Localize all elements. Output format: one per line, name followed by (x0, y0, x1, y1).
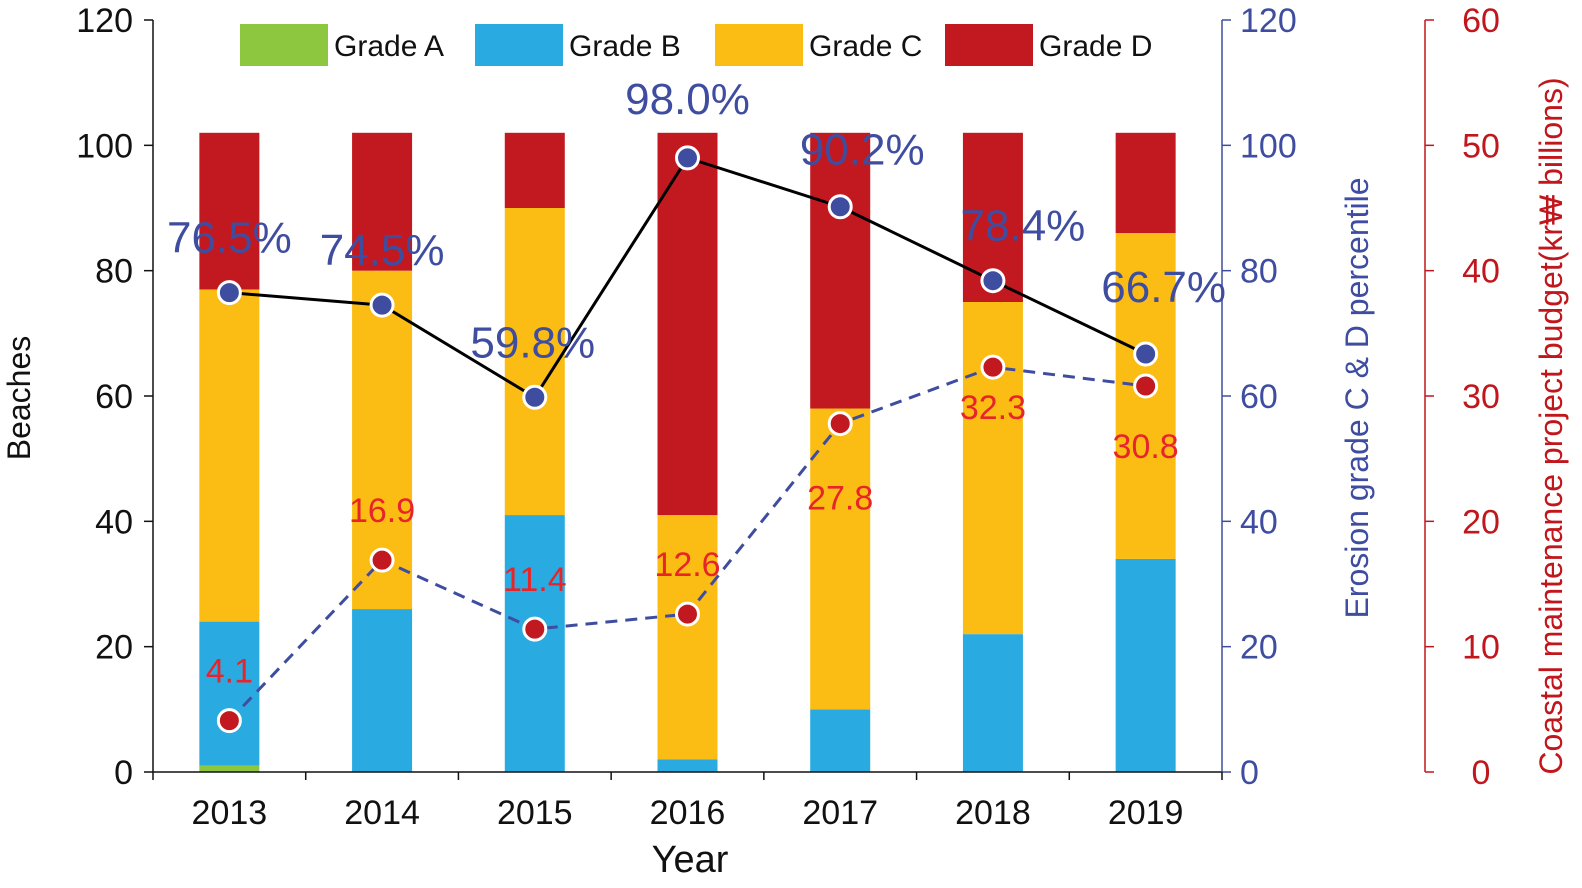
x-tick-label-2016: 2016 (650, 794, 726, 832)
y-right1-tick-label: 40 (1240, 503, 1278, 541)
bar-grade-c-2013 (199, 289, 260, 622)
budget-label-2016: 12.6 (654, 546, 720, 584)
y-right1-tick-label: 80 (1240, 253, 1278, 291)
budget-point-2018 (980, 354, 1006, 380)
budget-point-2016 (675, 601, 700, 627)
budget-point-2013 (216, 708, 242, 734)
legend-label-grade-b: Grade B (569, 30, 681, 63)
percentile-point-2013 (216, 280, 242, 306)
legend-swatch-grade-b (475, 24, 563, 66)
y-axis-left-title: Beaches (1, 336, 37, 461)
bar-grade-c-2018 (962, 302, 1023, 635)
bar-grade-b-2015 (504, 515, 565, 772)
budget-label-2015: 11.4 (503, 561, 567, 599)
y-right2-tick-label: 10 (1462, 629, 1500, 667)
budget-point-2015 (522, 616, 548, 642)
budget-label-2013: 4.1 (206, 653, 253, 691)
percentile-point-2019 (1133, 341, 1159, 367)
x-tick-label-2019: 2019 (1108, 794, 1184, 832)
percentile-label-2014: 74.5% (320, 226, 445, 275)
y-right2-tick-label: 40 (1462, 253, 1500, 291)
percentile-point-2014 (369, 292, 395, 318)
y-right2-tick-label: 50 (1462, 127, 1500, 165)
budget-point-2017 (827, 411, 853, 437)
y-left-tick-label: 40 (95, 503, 133, 541)
percentile-label-2016: 98.0% (625, 75, 750, 124)
x-tick-label-2015: 2015 (497, 794, 573, 832)
y-left-tick-label: 20 (95, 629, 133, 667)
y-left-tick-label: 0 (114, 754, 133, 792)
percentile-label-2018: 78.4% (961, 202, 1086, 251)
legend-swatch-grade-a (240, 24, 328, 66)
bar-grade-d-2014 (352, 132, 413, 271)
budget-point-2019 (1133, 373, 1159, 399)
percentile-point-2017 (827, 194, 853, 220)
y-left-tick-label: 80 (95, 253, 133, 291)
bar-grade-d-2016 (657, 132, 718, 516)
y-right2-tick-label: 30 (1462, 378, 1500, 416)
percentile-label-2017: 90.2% (800, 126, 925, 175)
y-right1-tick-label: 0 (1240, 754, 1259, 792)
bar-grade-d-2013 (199, 132, 260, 290)
budget-label-2014: 16.9 (349, 492, 415, 530)
bar-grade-d-2019 (1115, 132, 1176, 234)
y-left-tick-label: 60 (95, 378, 133, 416)
y-right1-tick-label: 20 (1240, 629, 1278, 667)
y-axis-right1-title: Erosion grade C & D percentile (1339, 177, 1375, 618)
x-tick-label-2018: 2018 (955, 794, 1031, 832)
bar-grade-b-2018 (962, 634, 1023, 772)
percentile-label-2013: 76.5% (167, 214, 292, 263)
bar-grade-c-2017 (810, 408, 871, 710)
budget-label-2019: 30.8 (1113, 428, 1179, 466)
bar-grade-b-2013 (199, 621, 260, 766)
legend: Grade A Grade B Grade C Grade D (240, 24, 1152, 66)
bar-grade-d-2015 (504, 132, 565, 208)
legend-label-grade-a: Grade A (334, 30, 444, 63)
y-right1-tick-label: 120 (1240, 2, 1297, 40)
y-right1-tick-label: 100 (1240, 127, 1297, 165)
budget-point-2014 (369, 547, 395, 573)
y-right1-tick-label: 60 (1240, 378, 1278, 416)
axes-layer: 0 20 40 60 80 100 120 0 20 40 60 80 100 120 0 10 20 30 40 5… (76, 2, 1500, 832)
bar-grade-b-2017 (810, 709, 871, 772)
legend-label-grade-c: Grade C (809, 30, 922, 63)
y-axis-right2-title: Coastal maintenance project budget(kr₩ b… (1533, 77, 1569, 774)
bar-grade-b-2019 (1115, 558, 1176, 772)
bar-grade-b-2016 (657, 759, 718, 772)
budget-label-2017: 27.8 (807, 480, 873, 518)
y-right2-tick-label: 20 (1462, 503, 1500, 541)
y-right2-tick-label: 0 (1472, 754, 1491, 792)
percentile-point-2018 (980, 268, 1006, 294)
legend-swatch-grade-d (945, 24, 1033, 66)
bar-grade-d-2017 (810, 132, 871, 409)
bar-grade-b-2014 (352, 609, 413, 772)
percentile-point-2016 (675, 145, 700, 171)
percentile-point-2015 (522, 384, 548, 410)
x-tick-label-2013: 2013 (192, 794, 268, 832)
y-left-tick-label: 120 (76, 2, 133, 40)
y-right2-tick-label: 60 (1462, 2, 1500, 40)
x-tick-label-2014: 2014 (344, 794, 420, 832)
bar-grade-c-2016 (657, 515, 718, 760)
bars-layer (199, 132, 1176, 772)
percentile-label-2015: 59.8% (470, 318, 595, 367)
y-left-tick-label: 100 (76, 127, 133, 165)
budget-label-2018: 32.3 (960, 389, 1026, 427)
bar-grade-a-2013 (199, 765, 260, 772)
x-axis-title: Year (652, 839, 729, 881)
lines-layer: 76.5% 74.5% 59.8% 98.0% 90.2% 78.4% 66.7% 4.1 16… (167, 75, 1226, 734)
bar-grade-c-2015 (504, 208, 565, 516)
legend-label-grade-d: Grade D (1039, 30, 1152, 63)
percentile-label-2019: 66.7% (1101, 263, 1226, 312)
x-tick-label-2017: 2017 (802, 794, 878, 832)
legend-swatch-grade-c (715, 24, 803, 66)
